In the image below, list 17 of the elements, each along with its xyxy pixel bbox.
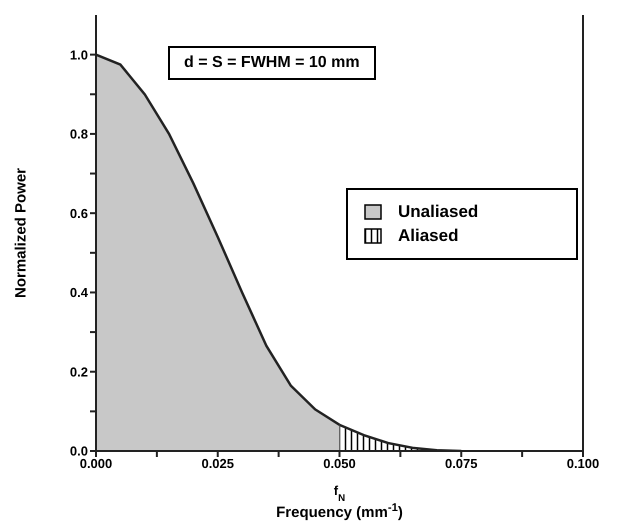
y-tick-label: 0.6 <box>70 206 88 221</box>
legend-label: Aliased <box>398 225 458 247</box>
y-tick-label: 0.2 <box>70 364 88 380</box>
annotation: d = S = FWHM = 10 mm <box>168 46 376 80</box>
x-tick-label: 0.050 <box>323 456 356 472</box>
x-tick-label: 0.075 <box>444 456 478 472</box>
x-tick-label: 0.100 <box>566 456 600 472</box>
y-axis-title: Normalized Power <box>12 168 30 298</box>
annotation: f$_{N}$ <box>334 483 346 504</box>
y-tick-label: 0.4 <box>70 285 89 300</box>
x-axis-title: Frequency (mm$^{-1}$) <box>276 502 403 521</box>
legend-label: Unaliased <box>398 201 478 223</box>
x-tick-label: 0.025 <box>201 456 234 472</box>
x-tick-label: 0.000 <box>80 456 112 472</box>
y-tick-label: 0.0 <box>70 444 88 459</box>
y-tick-label: 0.8 <box>70 126 88 142</box>
y-tick-label: 1.0 <box>70 47 88 62</box>
